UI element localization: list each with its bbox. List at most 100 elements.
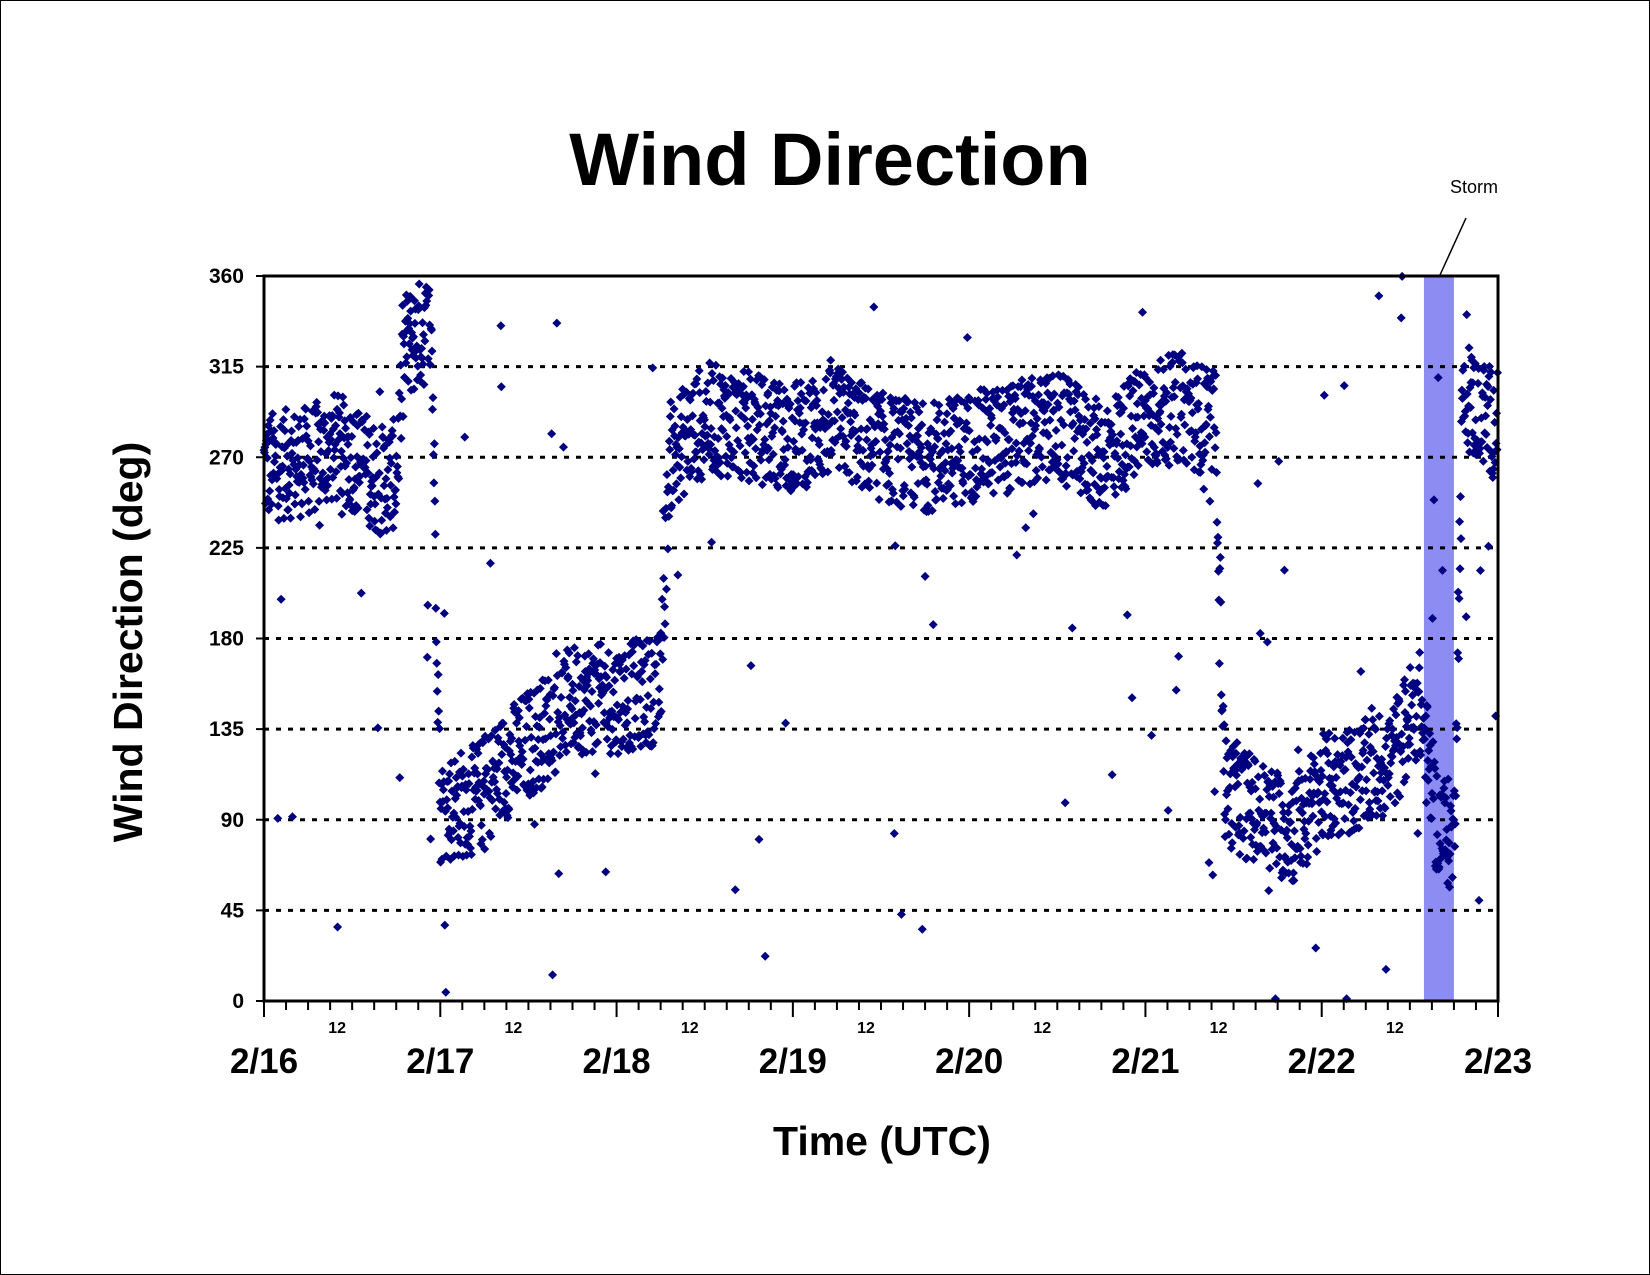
data-point	[332, 493, 342, 503]
data-point	[1464, 343, 1474, 353]
storm-annotation-label: Storm	[1450, 177, 1498, 197]
data-point	[1210, 787, 1220, 797]
data-point	[1112, 436, 1122, 446]
data-point	[320, 418, 330, 428]
data-point	[268, 409, 278, 419]
data-point	[751, 444, 761, 454]
data-point	[577, 723, 587, 733]
data-point	[389, 492, 399, 502]
data-point	[1455, 517, 1465, 527]
data-point	[780, 455, 790, 465]
data-point	[1404, 733, 1414, 743]
data-point	[428, 450, 438, 460]
data-point	[586, 728, 596, 738]
data-point	[823, 409, 833, 419]
data-point	[1416, 750, 1426, 760]
x-major-tick-label: 2/17	[406, 1042, 474, 1081]
data-point	[1378, 811, 1388, 821]
data-point	[604, 648, 614, 658]
data-point	[995, 462, 1005, 472]
data-point	[841, 441, 851, 451]
data-point	[287, 812, 297, 822]
data-point	[1091, 394, 1101, 404]
data-point	[880, 435, 890, 445]
data-point	[1003, 469, 1013, 479]
data-point	[651, 719, 661, 729]
data-point	[745, 374, 755, 384]
data-point	[884, 479, 894, 489]
data-point	[1404, 713, 1414, 723]
data-point	[1208, 870, 1218, 880]
data-point	[338, 392, 348, 402]
data-point	[448, 826, 458, 836]
data-point	[1051, 441, 1061, 451]
data-point	[648, 738, 658, 748]
data-point	[1116, 429, 1126, 439]
data-point	[1394, 696, 1404, 706]
data-point	[1456, 534, 1466, 544]
data-point	[1087, 456, 1097, 466]
data-point	[382, 493, 392, 503]
data-point	[476, 820, 486, 830]
data-point	[1121, 484, 1131, 494]
data-point	[1213, 532, 1223, 542]
data-point	[1282, 825, 1292, 835]
data-point	[1102, 461, 1112, 471]
data-point	[1383, 780, 1393, 790]
data-point	[1011, 458, 1021, 468]
data-point	[409, 332, 419, 342]
data-point	[885, 468, 895, 478]
data-point	[757, 480, 767, 490]
data-point	[801, 396, 811, 406]
data-point	[1231, 748, 1241, 758]
data-point	[1355, 795, 1365, 805]
data-point	[661, 584, 671, 594]
data-point	[1309, 759, 1319, 769]
data-point	[1434, 862, 1444, 872]
data-point	[433, 670, 443, 680]
data-point	[644, 636, 654, 646]
data-point	[1277, 873, 1287, 883]
data-point	[900, 484, 910, 494]
data-point	[286, 513, 296, 523]
data-point	[1453, 587, 1463, 597]
data-point	[315, 520, 325, 530]
data-point	[1445, 882, 1455, 892]
data-point	[1169, 443, 1179, 453]
data-point	[669, 404, 679, 414]
data-point	[388, 523, 398, 533]
data-point	[1102, 406, 1112, 416]
data-point	[741, 403, 751, 413]
data-point	[961, 418, 971, 428]
x-minor-tick-label: 12	[1386, 1020, 1404, 1037]
data-point	[706, 440, 716, 450]
data-point	[1100, 483, 1110, 493]
data-point	[768, 449, 778, 459]
data-point	[1395, 792, 1405, 802]
data-point	[1259, 771, 1269, 781]
data-point	[530, 819, 540, 829]
data-point	[386, 480, 396, 490]
data-point	[1386, 758, 1396, 768]
x-major-tick-label: 2/22	[1288, 1042, 1356, 1081]
data-point	[1262, 637, 1272, 647]
data-point	[1200, 447, 1210, 457]
data-point	[1142, 447, 1152, 457]
data-point	[1063, 452, 1073, 462]
data-point	[986, 420, 996, 430]
data-point	[558, 727, 568, 737]
data-point	[1354, 823, 1364, 833]
data-point	[1475, 444, 1485, 454]
data-point	[1450, 841, 1460, 851]
data-point	[770, 473, 780, 483]
data-point	[1000, 458, 1010, 468]
data-point	[650, 669, 660, 679]
data-point	[654, 697, 664, 707]
x-minor-tick-label: 12	[505, 1020, 523, 1037]
data-point	[1120, 450, 1130, 460]
data-point	[1423, 756, 1433, 766]
data-point	[645, 674, 655, 684]
data-point	[852, 472, 862, 482]
data-point	[861, 393, 871, 403]
x-minor-tick-label: 12	[1033, 1020, 1051, 1037]
